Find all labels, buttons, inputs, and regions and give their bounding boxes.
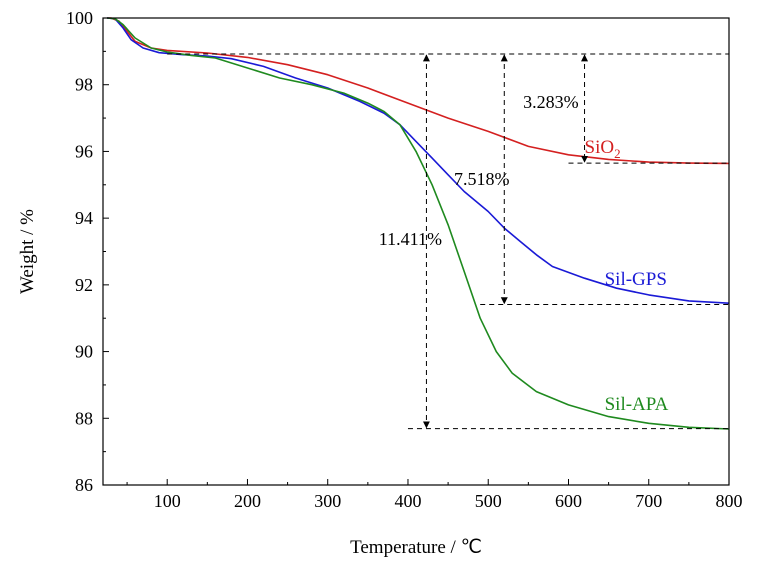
series-line-sil-apa (106, 17, 730, 430)
series-label-text: Sil-APA (605, 394, 669, 415)
y-axis-title: Weight / % (17, 209, 38, 294)
x-tick-label: 300 (314, 491, 341, 511)
y-tick-label: 96 (75, 141, 93, 161)
series-line-sio2 (107, 17, 730, 165)
y-tick-label: 94 (75, 208, 93, 228)
series-layer (106, 17, 730, 430)
x-tick-label: 200 (234, 491, 261, 511)
x-axis-title: Temperature / ℃ (350, 537, 482, 558)
x-tick-label: 100 (154, 491, 181, 511)
series-label-sil-gps: Sil-GPS (605, 269, 667, 290)
y-tick-label: 90 (75, 342, 93, 362)
x-tick-label: 400 (394, 491, 421, 511)
y-tick-label: 88 (75, 408, 93, 428)
series-label-subscript: 2 (614, 146, 621, 161)
annotations: 3.283% 7.518% 11.411% SiO2 Sil-GPS Sil-APA (379, 54, 669, 429)
x-tick-label: 700 (635, 491, 662, 511)
y-tick-label: 98 (75, 75, 93, 95)
x-tick-label: 600 (555, 491, 582, 511)
y-tick-label: 92 (75, 275, 93, 295)
reference-lines (167, 53, 729, 430)
sio2-loss-label: 3.283% (523, 92, 579, 112)
y-tick-label: 86 (75, 475, 93, 495)
series-label-text: SiO (585, 137, 615, 158)
x-tick-label: 500 (475, 491, 502, 511)
sil-apa-loss-label: 11.411% (379, 229, 442, 249)
series-label-sio2: SiO2 (585, 137, 621, 161)
series-label-text: Sil-GPS (605, 269, 667, 290)
x-tick-label: 800 (716, 491, 743, 511)
y-tick-label: 100 (66, 8, 93, 28)
sil-gps-loss-label: 7.518% (454, 169, 510, 189)
axes: 100 200 300 400 500 600 700 800 86 88 90 92 94 96 98 10… (66, 8, 743, 511)
series-label-sil-apa: Sil-APA (605, 394, 669, 415)
